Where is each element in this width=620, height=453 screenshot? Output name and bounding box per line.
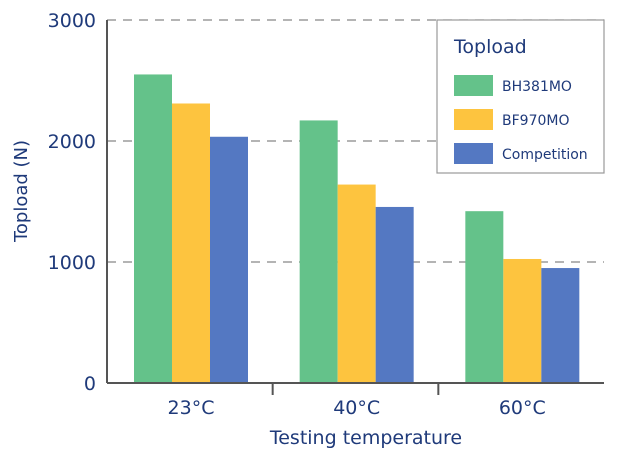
y-tick-label: 0 — [84, 373, 96, 395]
x-tick-label: 40°C — [333, 397, 380, 419]
bar-competition-1 — [375, 206, 414, 383]
bar-bh381mo-0 — [134, 74, 172, 383]
legend-label: BF970MO — [502, 113, 569, 129]
bar-competition-0 — [210, 136, 248, 383]
legend-title: Topload — [453, 36, 527, 58]
bar-bh381mo-1 — [299, 120, 338, 384]
bars — [134, 74, 580, 384]
bar-bf970mo-1 — [337, 184, 376, 383]
bar-bh381mo-2 — [465, 211, 504, 383]
x-axis-label: Testing temperature — [269, 427, 462, 449]
legend: Topload BH381MO BF970MO Competition — [436, 19, 605, 174]
bar-competition-2 — [541, 268, 580, 383]
y-axis-label: Topload (N) — [11, 140, 32, 243]
bar-bf970mo-2 — [503, 258, 542, 383]
legend-label: BH381MO — [502, 79, 572, 95]
y-tick-label: 1000 — [48, 252, 96, 274]
x-tick-label: 60°C — [499, 397, 546, 419]
legend-swatch — [454, 109, 493, 130]
x-tick-label: 23°C — [168, 397, 215, 419]
y-tick-label: 2000 — [48, 131, 96, 153]
legend-swatch — [454, 143, 493, 164]
bar-bf970mo-0 — [172, 103, 210, 384]
legend-swatch — [454, 75, 493, 96]
y-tick-labels: 0 1000 2000 3000 — [48, 10, 96, 395]
legend-label: Competition — [502, 147, 588, 163]
x-tick-labels: 23°C 40°C 60°C — [168, 383, 546, 419]
y-tick-label: 3000 — [48, 10, 96, 32]
